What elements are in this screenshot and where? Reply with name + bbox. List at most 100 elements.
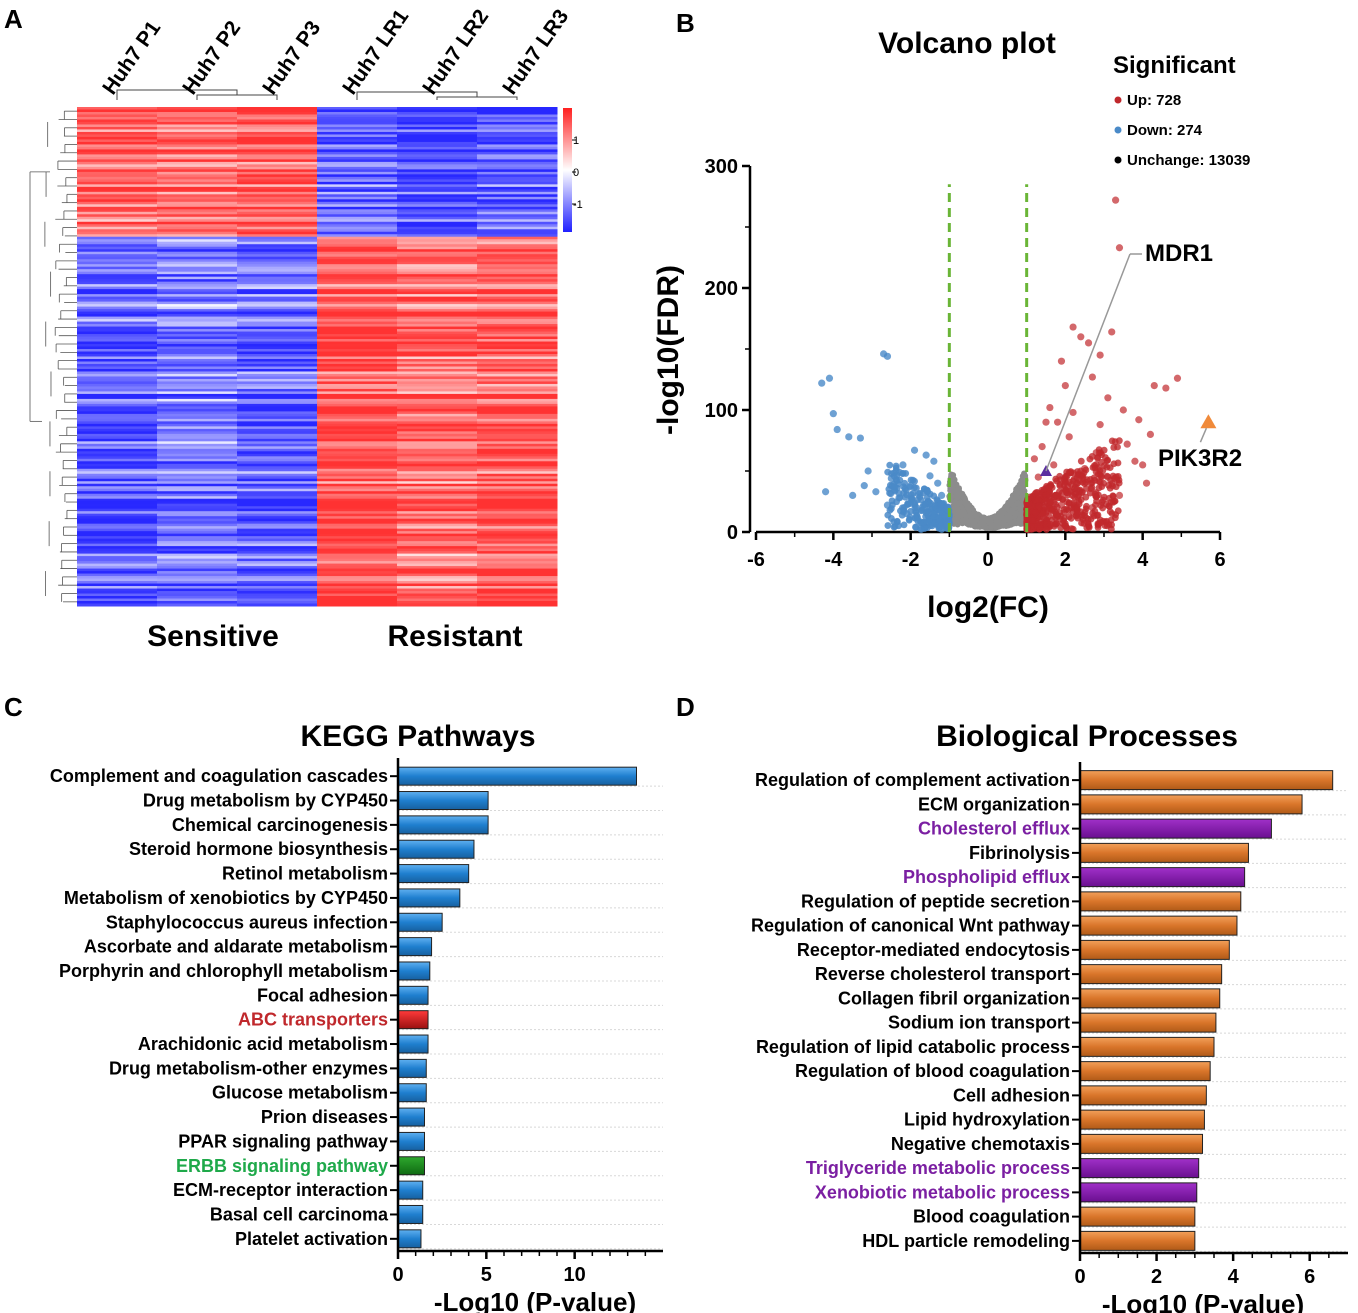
heatmap-cell [157, 126, 238, 130]
heatmap-cell [237, 603, 318, 607]
heatmap-cell [77, 528, 158, 532]
down-point [899, 504, 906, 512]
heatmap-cell [157, 184, 238, 188]
heatmap-cell [237, 274, 318, 278]
category-label: Regulation of peptide secretion [801, 891, 1070, 911]
heatmap-cell [77, 371, 158, 375]
heatmap-cell [397, 234, 478, 238]
heatmap-cell [237, 536, 318, 540]
heatmap-cell [77, 304, 158, 308]
heatmap-cell [77, 428, 158, 432]
heatmap-cell [77, 521, 158, 525]
heatmap-cell [237, 206, 318, 210]
unchange-point [1013, 492, 1020, 499]
heatmap-cell [237, 289, 318, 293]
heatmap-cell [157, 583, 238, 587]
heatmap-cell [397, 501, 478, 505]
up-point [1104, 473, 1112, 481]
heatmap-cell [397, 319, 478, 323]
heatmap-cell [77, 346, 158, 350]
heatmap-cell [317, 573, 398, 577]
heatmap-cell [317, 561, 398, 565]
bar [397, 961, 431, 981]
heatmap-cell [477, 299, 558, 303]
category-label: Fibrinolysis [969, 843, 1070, 863]
up-point [1088, 373, 1096, 381]
category-label: Phospholipid efflux [903, 867, 1070, 887]
legend-item: Up: 728 [1127, 92, 1181, 109]
heatmap-cell [477, 311, 558, 315]
bar [397, 1131, 425, 1151]
heatmap-cell [477, 531, 558, 535]
heatmap-cell [157, 498, 238, 502]
heatmap-cell [317, 126, 398, 130]
heatmap-cell [157, 129, 238, 133]
heatmap-cell [477, 401, 558, 405]
heatmap-cell [237, 491, 318, 495]
heatmap-cell [157, 269, 238, 273]
x-tick-label: 5 [481, 1264, 492, 1286]
category-label: ECM-receptor interaction [173, 1180, 388, 1200]
heatmap-cell [317, 531, 398, 535]
heatmap-cell [157, 411, 238, 415]
heatmap-cell [477, 456, 558, 460]
up-point [1070, 469, 1077, 477]
heatmap-cell [477, 199, 558, 203]
heatmap-cell [237, 339, 318, 343]
heatmap-cell [237, 341, 318, 345]
category-label: Blood coagulation [913, 1207, 1070, 1227]
heatmap-cell [477, 119, 558, 123]
up-point [1057, 501, 1066, 509]
heatmap-cell [77, 571, 158, 575]
heatmap-cell [77, 301, 158, 305]
heatmap-cell [477, 284, 558, 288]
heatmap-cell [397, 301, 478, 305]
heatmap-cell [317, 446, 398, 450]
heatmap-cell [157, 568, 238, 572]
unchange-points [946, 470, 1030, 532]
up-point [1069, 525, 1077, 533]
heatmap-cell [317, 521, 398, 525]
heatmap-cell [157, 368, 238, 372]
mdr1-leader [1045, 253, 1131, 472]
unchange-point [965, 502, 972, 509]
heatmap-cell [477, 331, 558, 335]
heatmap-cell [157, 354, 238, 357]
heatmap-cell [77, 339, 158, 343]
heatmap-cell [477, 239, 558, 243]
up-point [1107, 525, 1115, 533]
heatmap-cell [317, 161, 398, 165]
heatmap-cell [477, 226, 558, 230]
heatmap-cell [237, 299, 318, 303]
heatmap-cell [77, 314, 158, 318]
heatmap-cell [157, 134, 238, 138]
heatmap-cell [317, 316, 398, 320]
heatmap-cell [237, 531, 318, 535]
heatmap-cell [157, 438, 238, 442]
heatmap-cell [477, 131, 558, 135]
heatmap-cell [477, 111, 558, 115]
heatmap-cell [397, 114, 478, 118]
heatmap-cell [237, 346, 318, 350]
heatmap-cell [397, 136, 478, 140]
heatmap-cell [397, 149, 478, 153]
heatmap-cell [77, 526, 158, 530]
heatmap-cell [77, 568, 158, 572]
down-point [860, 482, 868, 490]
heatmap-cell [477, 478, 558, 482]
up-point [1077, 457, 1085, 465]
heatmap-cell [317, 246, 398, 250]
heatmap-cell [157, 121, 238, 125]
heatmap-cell [237, 593, 318, 597]
heatmap-cell [237, 403, 318, 407]
heatmap-cell [477, 551, 558, 555]
heatmap-cell [477, 538, 558, 542]
heatmap-cell [77, 358, 158, 362]
heatmap-cell [77, 363, 158, 367]
heatmap-cell [157, 144, 238, 148]
heatmap-cell [397, 413, 478, 417]
bar [397, 1107, 425, 1127]
heatmap-cell [237, 356, 318, 360]
heatmap-cell [237, 211, 318, 215]
colorbar-tick-label: 1 [573, 135, 579, 147]
